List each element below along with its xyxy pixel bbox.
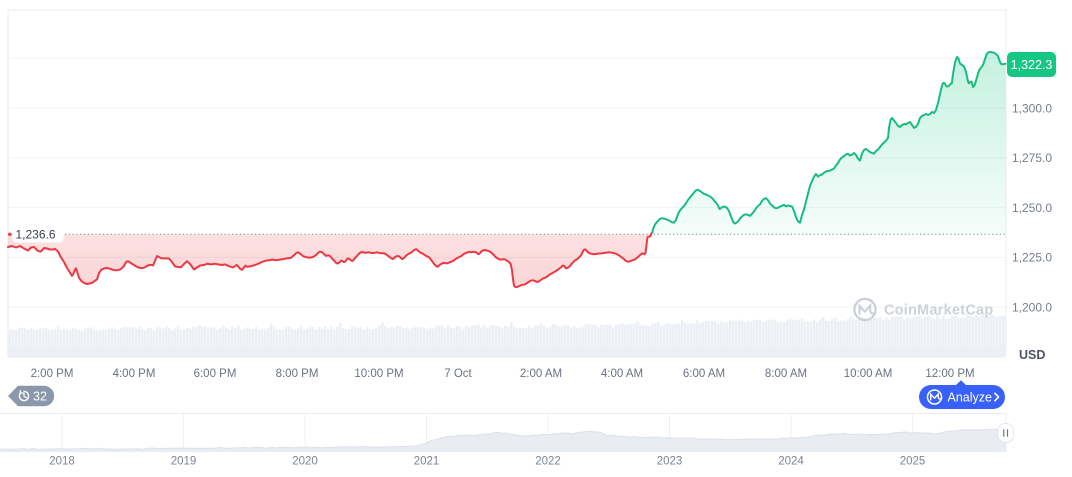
svg-text:1,225.0: 1,225.0 (1012, 251, 1052, 265)
svg-text:4:00 AM: 4:00 AM (601, 368, 643, 380)
svg-text:2022: 2022 (535, 456, 561, 468)
svg-text:2024: 2024 (778, 456, 804, 468)
svg-text:2019: 2019 (171, 456, 197, 468)
svg-text:2023: 2023 (657, 456, 683, 468)
svg-text:1,275.0: 1,275.0 (1012, 151, 1052, 165)
svg-text:12:00 PM: 12:00 PM (925, 368, 974, 380)
svg-text:4:00 PM: 4:00 PM (113, 368, 156, 380)
svg-text:2020: 2020 (292, 456, 318, 468)
svg-text:1,236.6: 1,236.6 (16, 228, 56, 242)
svg-text:8:00 PM: 8:00 PM (276, 368, 319, 380)
svg-text:2025: 2025 (900, 456, 926, 468)
svg-text:7 Oct: 7 Oct (444, 368, 472, 380)
svg-text:1,200.0: 1,200.0 (1012, 301, 1052, 315)
svg-text:2021: 2021 (414, 456, 440, 468)
svg-text:10:00 PM: 10:00 PM (354, 368, 403, 380)
svg-text:6:00 AM: 6:00 AM (683, 368, 725, 380)
svg-text:1,300.0: 1,300.0 (1012, 101, 1052, 115)
svg-text:2:00 AM: 2:00 AM (520, 368, 562, 380)
svg-text:CoinMarketCap: CoinMarketCap (884, 303, 993, 319)
svg-text:6:00 PM: 6:00 PM (194, 368, 237, 380)
svg-text:2018: 2018 (49, 456, 75, 468)
svg-text:10:00 AM: 10:00 AM (844, 368, 893, 380)
svg-text:2:00 PM: 2:00 PM (31, 368, 74, 380)
svg-text:Analyze: Analyze (948, 390, 993, 404)
svg-text:1,322.3: 1,322.3 (1011, 58, 1053, 72)
svg-text:8:00 AM: 8:00 AM (765, 368, 807, 380)
svg-text:32: 32 (33, 390, 47, 404)
svg-text:1,250.0: 1,250.0 (1012, 201, 1052, 215)
svg-text:USD: USD (1019, 348, 1045, 362)
